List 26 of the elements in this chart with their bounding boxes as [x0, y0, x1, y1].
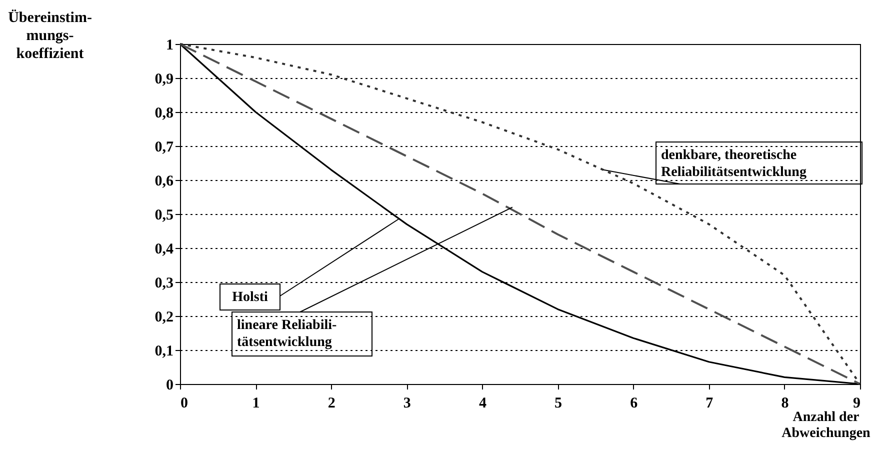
y-tick-label: 0,1	[154, 344, 174, 360]
annotation: denkbare, theoretische Reliabilitätsentwicklung	[661, 148, 806, 180]
x-tick-label: 8	[781, 396, 789, 412]
y-tick-label: 0,6	[154, 174, 174, 190]
x-tick-label: 2	[328, 396, 336, 412]
y-tick-label: 0,8	[154, 106, 174, 122]
y-tick-label: 0,4	[154, 242, 174, 258]
y-tick-label: 0	[166, 378, 174, 394]
y-tick-label: 0,3	[154, 276, 174, 292]
y-tick-label: 1	[166, 38, 174, 54]
x-tick-label: 4	[478, 396, 487, 412]
y-tick-label: 0,5	[154, 208, 174, 224]
x-tick-label: 7	[706, 396, 714, 412]
y-tick-label: 0,9	[154, 72, 174, 88]
x-tick-label: 3	[403, 396, 411, 412]
annotation: Holsti	[232, 290, 268, 305]
annotation: lineare Reliabili- tätsentwicklung	[237, 318, 338, 350]
y-axis-title: Übereinstim- mungs- koeffizient	[8, 9, 92, 62]
y-tick-label: 0,7	[154, 140, 174, 156]
x-tick-label: 9	[853, 396, 860, 412]
x-tick-label: 5	[554, 396, 562, 412]
x-tick-label: 6	[630, 396, 638, 412]
y-tick-label: 0,2	[154, 310, 174, 326]
x-tick-label: 0	[180, 396, 188, 412]
x-axis-title: Anzahl der Abweichungen	[782, 410, 871, 441]
x-tick-label: 1	[252, 396, 260, 412]
